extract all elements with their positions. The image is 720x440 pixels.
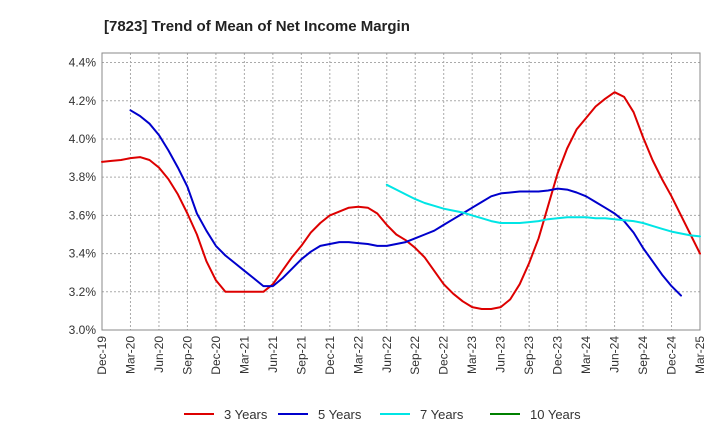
x-tick-label: Mar-22 — [351, 336, 365, 374]
y-tick-label: 4.4% — [69, 56, 97, 70]
x-tick-label: Dec-22 — [437, 336, 451, 375]
y-tick-label: 3.6% — [69, 208, 97, 222]
x-tick-label: Jun-20 — [152, 336, 166, 373]
chart-title: [7823] Trend of Mean of Net Income Margi… — [104, 18, 410, 35]
y-axis-ticks: 3.0% 3.2% 3.4% 3.6% 3.8% 4.0% 4.2% 4.4% — [69, 56, 97, 337]
y-tick-label: 3.2% — [69, 285, 97, 299]
x-tick-label: Dec-23 — [551, 336, 565, 375]
x-tick-label: Dec-19 — [95, 336, 109, 375]
x-axis-ticks: Dec-19 Mar-20 Jun-20 Sep-20 Dec-20 Mar-21 Jun-… — [95, 336, 707, 375]
y-tick-label: 4.0% — [69, 132, 97, 146]
y-tick-label: 3.4% — [69, 247, 97, 261]
plot-area-border — [101, 52, 701, 331]
x-tick-label: Mar-25 — [693, 336, 707, 374]
x-tick-label: Mar-23 — [465, 336, 479, 374]
x-tick-label: Mar-24 — [579, 336, 593, 374]
x-tick-label: Dec-24 — [665, 336, 679, 375]
x-tick-label: Dec-20 — [209, 336, 223, 375]
x-tick-label: Sep-22 — [408, 336, 422, 375]
series-lines — [101, 91, 701, 310]
series-line-3-years — [101, 91, 701, 310]
series-line-5-years — [129, 109, 682, 297]
y-tick-label: 4.2% — [69, 94, 97, 108]
x-tick-label: Jun-22 — [380, 336, 394, 373]
legend-label-7-years: 7 Years — [420, 407, 464, 422]
x-tick-label: Jun-24 — [608, 336, 622, 373]
legend-label-10-years: 10 Years — [530, 407, 581, 422]
x-tick-label: Sep-20 — [180, 336, 194, 375]
series-line-7-years — [385, 183, 701, 238]
x-tick-label: Sep-21 — [294, 336, 308, 375]
x-tick-label: Jun-23 — [494, 336, 508, 373]
legend: 3 Years 5 Years 7 Years 10 Years — [184, 407, 581, 422]
legend-label-5-years: 5 Years — [318, 407, 362, 422]
x-tick-label: Mar-21 — [237, 336, 251, 374]
x-tick-label: Dec-21 — [323, 336, 337, 375]
legend-label-3-years: 3 Years — [224, 407, 268, 422]
x-tick-label: Mar-20 — [123, 336, 137, 374]
x-tick-label: Jun-21 — [266, 336, 280, 373]
y-tick-label: 3.0% — [69, 323, 97, 337]
x-tick-label: Sep-24 — [636, 336, 650, 375]
x-tick-label: Sep-23 — [522, 336, 536, 375]
y-tick-label: 3.8% — [69, 170, 97, 184]
